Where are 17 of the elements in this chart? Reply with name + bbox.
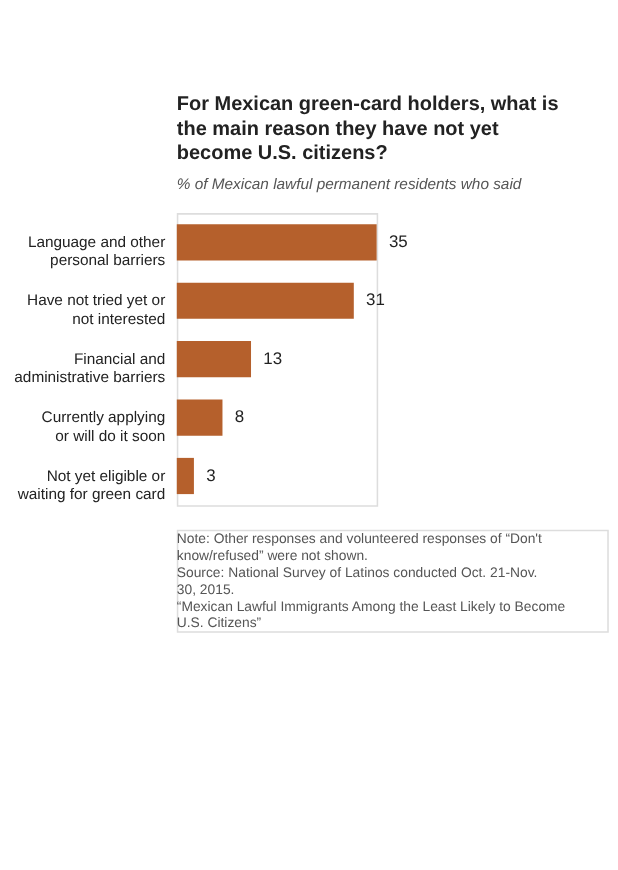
data-label: 8 bbox=[234, 406, 245, 427]
bar bbox=[176, 282, 354, 319]
chart-subtitle: % of Mexican lawful permanent residents who said bbox=[176, 174, 523, 193]
data-label: 35 bbox=[388, 230, 409, 251]
chart-title: For Mexican green-card holders, what is the main reason they have not yet become U.S. citizens? bbox=[176, 94, 560, 166]
bar bbox=[176, 341, 252, 378]
y-tick-label: Currently applying or will do it soon bbox=[41, 408, 166, 445]
bar bbox=[176, 399, 223, 436]
y-tick-label: Language and other personal barriers bbox=[27, 232, 167, 270]
y-tick-label: Financial and administrative barriers bbox=[14, 349, 166, 387]
data-label: 3 bbox=[206, 464, 217, 485]
bar bbox=[176, 457, 194, 495]
y-tick-label: Have not tried yet or not interested bbox=[27, 291, 167, 328]
bar bbox=[176, 224, 377, 261]
data-label: 31 bbox=[366, 289, 386, 310]
y-tick-label: Not yet eligible or waiting for green card bbox=[15, 466, 167, 504]
data-label: 13 bbox=[263, 347, 283, 368]
